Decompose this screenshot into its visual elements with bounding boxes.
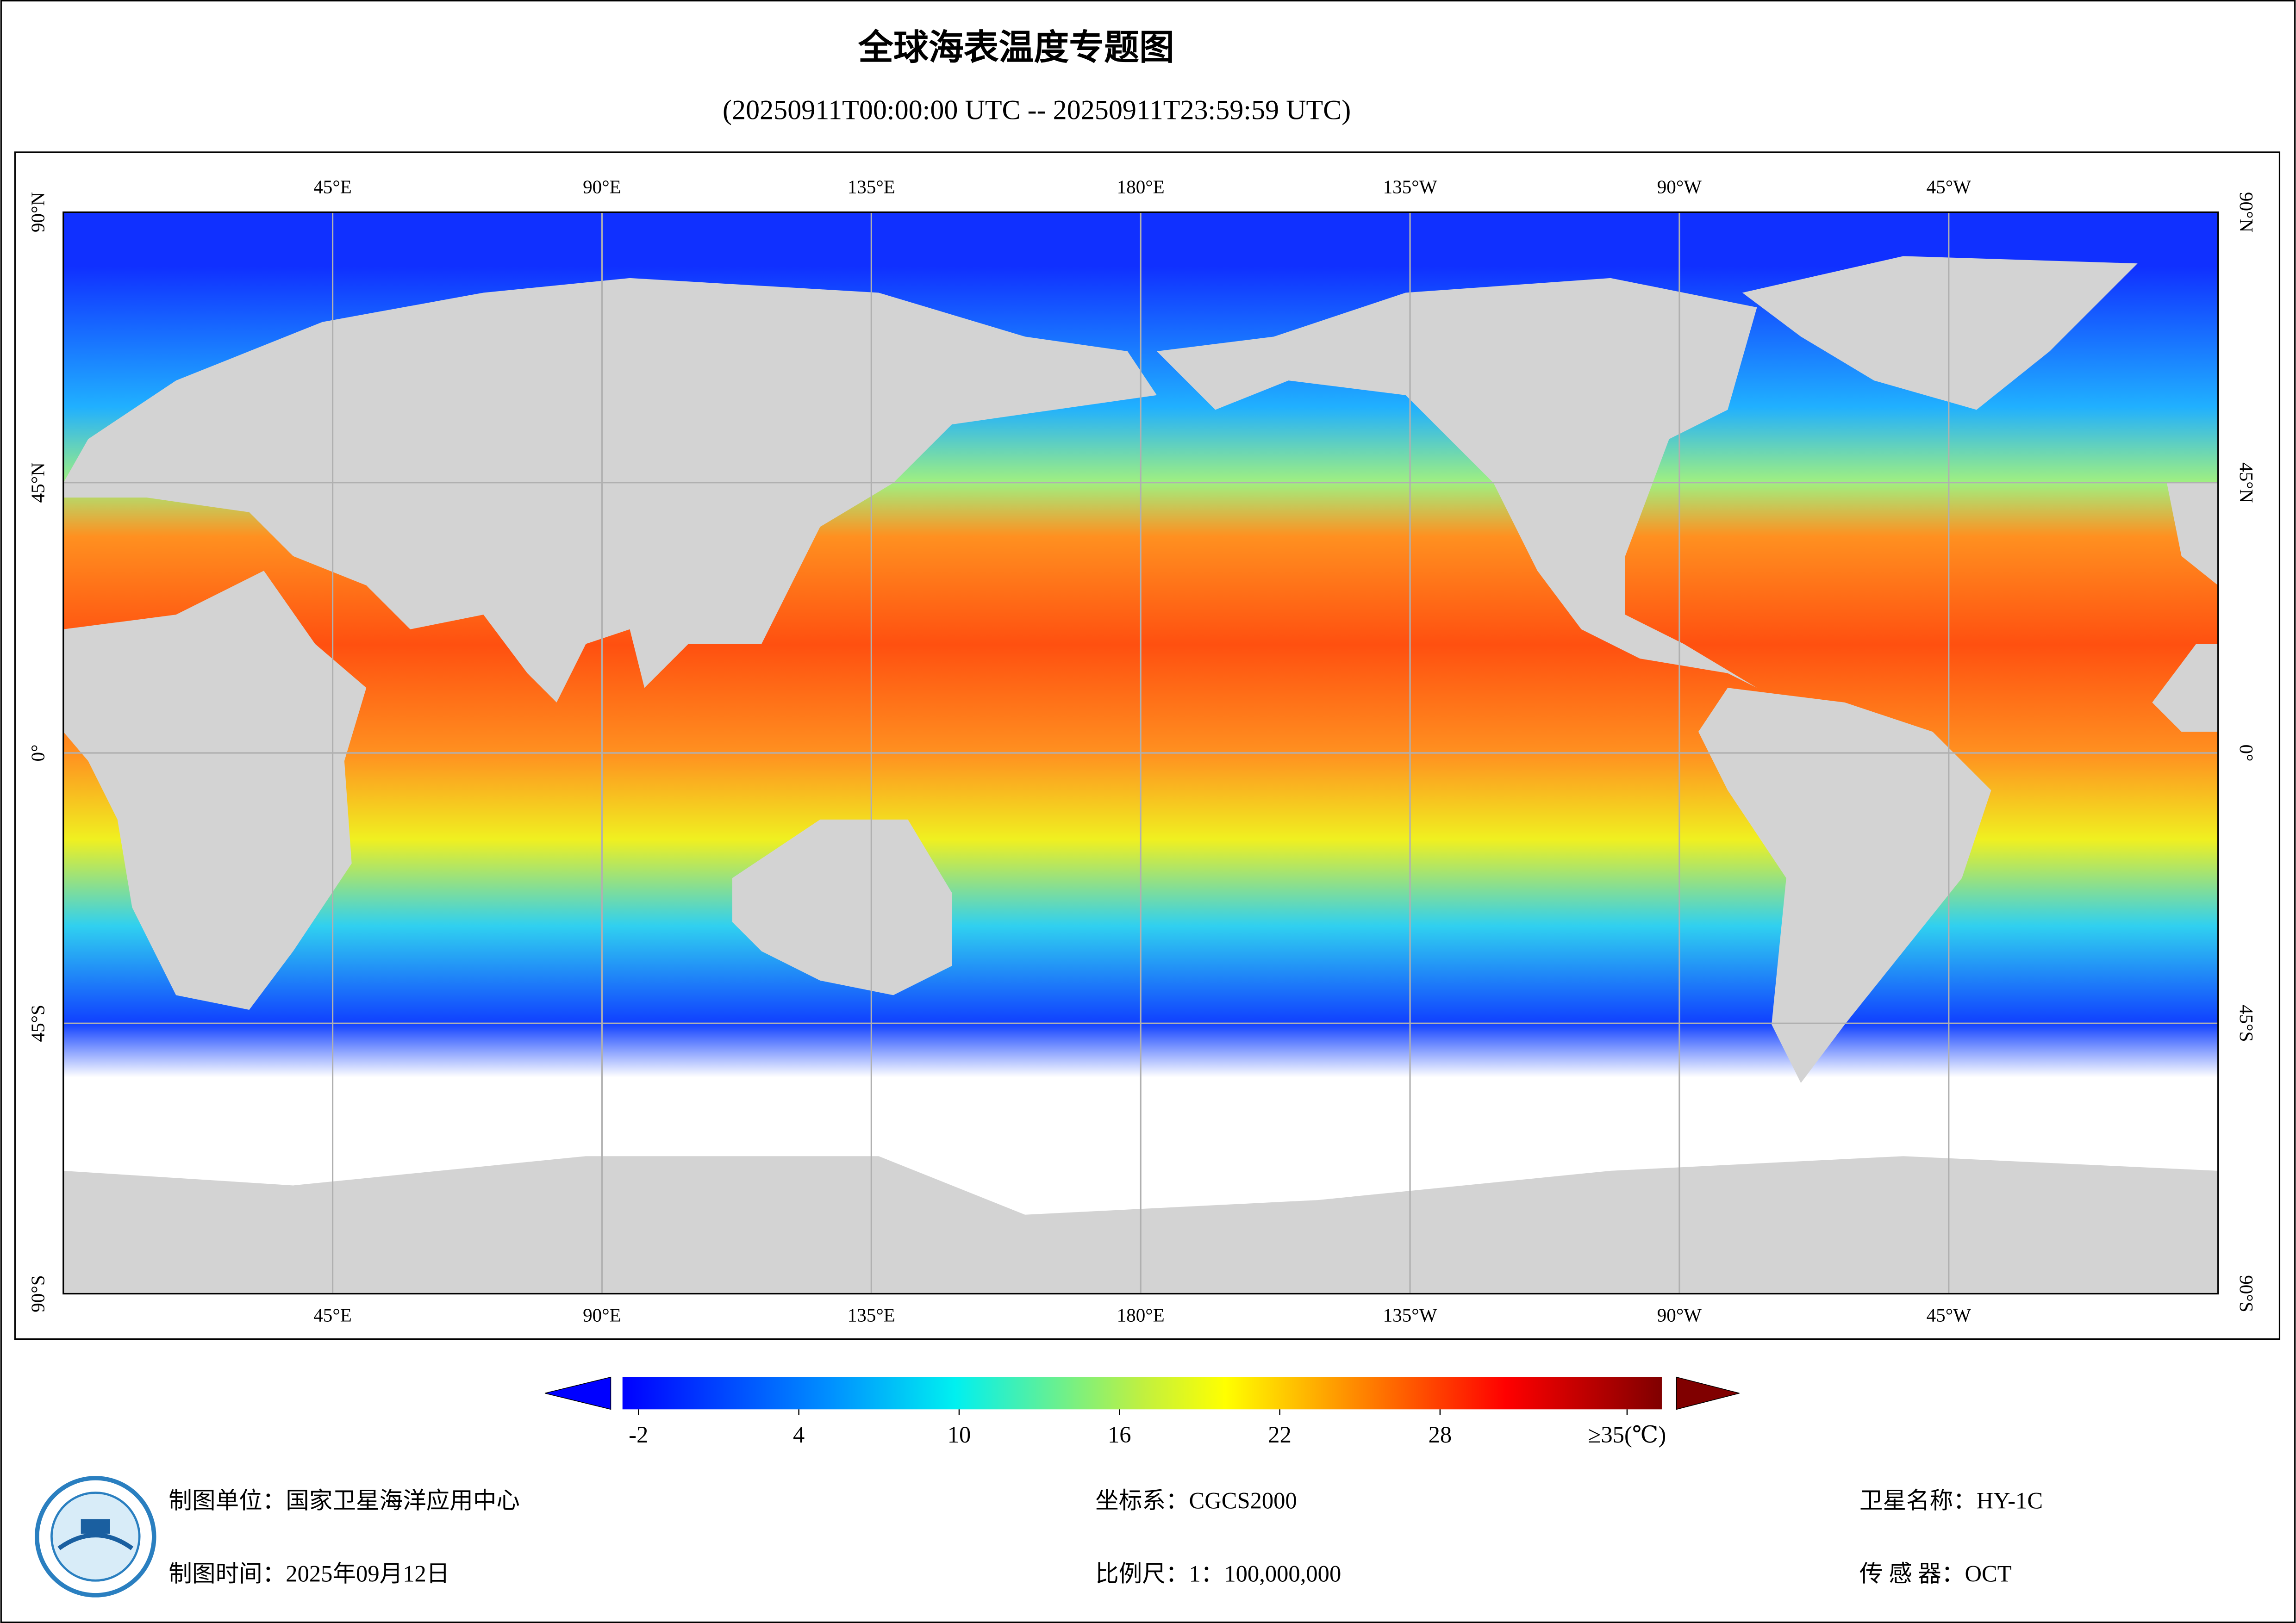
lat-label-right: 90°S <box>2236 1275 2257 1312</box>
lon-label-bottom: 135°E <box>848 1305 895 1326</box>
footer-unit: 制图单位：国家卫星海洋应用中心 <box>168 1487 520 1513</box>
footer-crs: 坐标系：CGCS2000 <box>1095 1487 1297 1513</box>
lat-label-right: 90°N <box>2236 192 2257 232</box>
colorbar-label: 4 <box>793 1422 805 1448</box>
lon-label-bottom: 45°E <box>313 1305 352 1326</box>
colorbar-label: 10 <box>948 1422 971 1448</box>
lon-label-top: 90°W <box>1657 176 1702 197</box>
lon-label-top: 135°E <box>848 176 895 197</box>
lat-label-left: 90°S <box>27 1275 49 1312</box>
colorbar-label: ≥35(℃) <box>1588 1422 1666 1448</box>
map-border <box>62 211 2219 1295</box>
lat-label-right: 45°S <box>2236 1005 2257 1042</box>
lon-label-top: 90°E <box>583 176 621 197</box>
footer-sensor: 传 感 器：OCT <box>1859 1561 2012 1586</box>
lat-label-left: 45°N <box>27 462 49 503</box>
colorbar-label: 16 <box>1108 1422 1131 1448</box>
colorbar-low-arrow <box>544 1376 611 1410</box>
lat-label-left: 90°N <box>27 192 49 232</box>
lat-label-left: 0° <box>27 745 49 762</box>
lat-label-right: 0° <box>2236 745 2257 762</box>
lat-label-right: 45°N <box>2236 462 2257 503</box>
map-body <box>62 211 2219 1295</box>
colorbar-label: 28 <box>1429 1422 1452 1448</box>
lon-label-top: 135°W <box>1383 176 1437 197</box>
map-frame <box>14 151 2281 1340</box>
colorbar-label: -2 <box>629 1422 648 1448</box>
colorbar <box>622 1377 1662 1410</box>
colorbar-label: 22 <box>1268 1422 1292 1448</box>
lon-label-top: 180°E <box>1117 176 1165 197</box>
subtitle: (20250911T00:00:00 UTC -- 20250911T23:59… <box>723 94 1351 125</box>
footer-scale: 比例尺：1：100,000,000 <box>1095 1561 1341 1586</box>
footer-time: 制图时间：2025年09月12日 <box>168 1561 449 1586</box>
footer-satellite: 卫星名称：HY-1C <box>1859 1487 2043 1513</box>
title: 全球海表温度专题图 <box>858 27 1174 68</box>
lon-label-bottom: 135°W <box>1383 1305 1437 1326</box>
lon-label-bottom: 180°E <box>1117 1305 1165 1326</box>
lon-label-bottom: 90°W <box>1657 1305 1702 1326</box>
lat-label-left: 45°S <box>27 1005 49 1042</box>
lon-label-top: 45°E <box>313 176 352 197</box>
lon-label-bottom: 90°E <box>583 1305 621 1326</box>
lon-label-top: 45°W <box>1927 176 1972 197</box>
colorbar-high-arrow <box>1676 1376 1740 1410</box>
logo <box>35 1476 156 1598</box>
lon-label-bottom: 45°W <box>1927 1305 1972 1326</box>
